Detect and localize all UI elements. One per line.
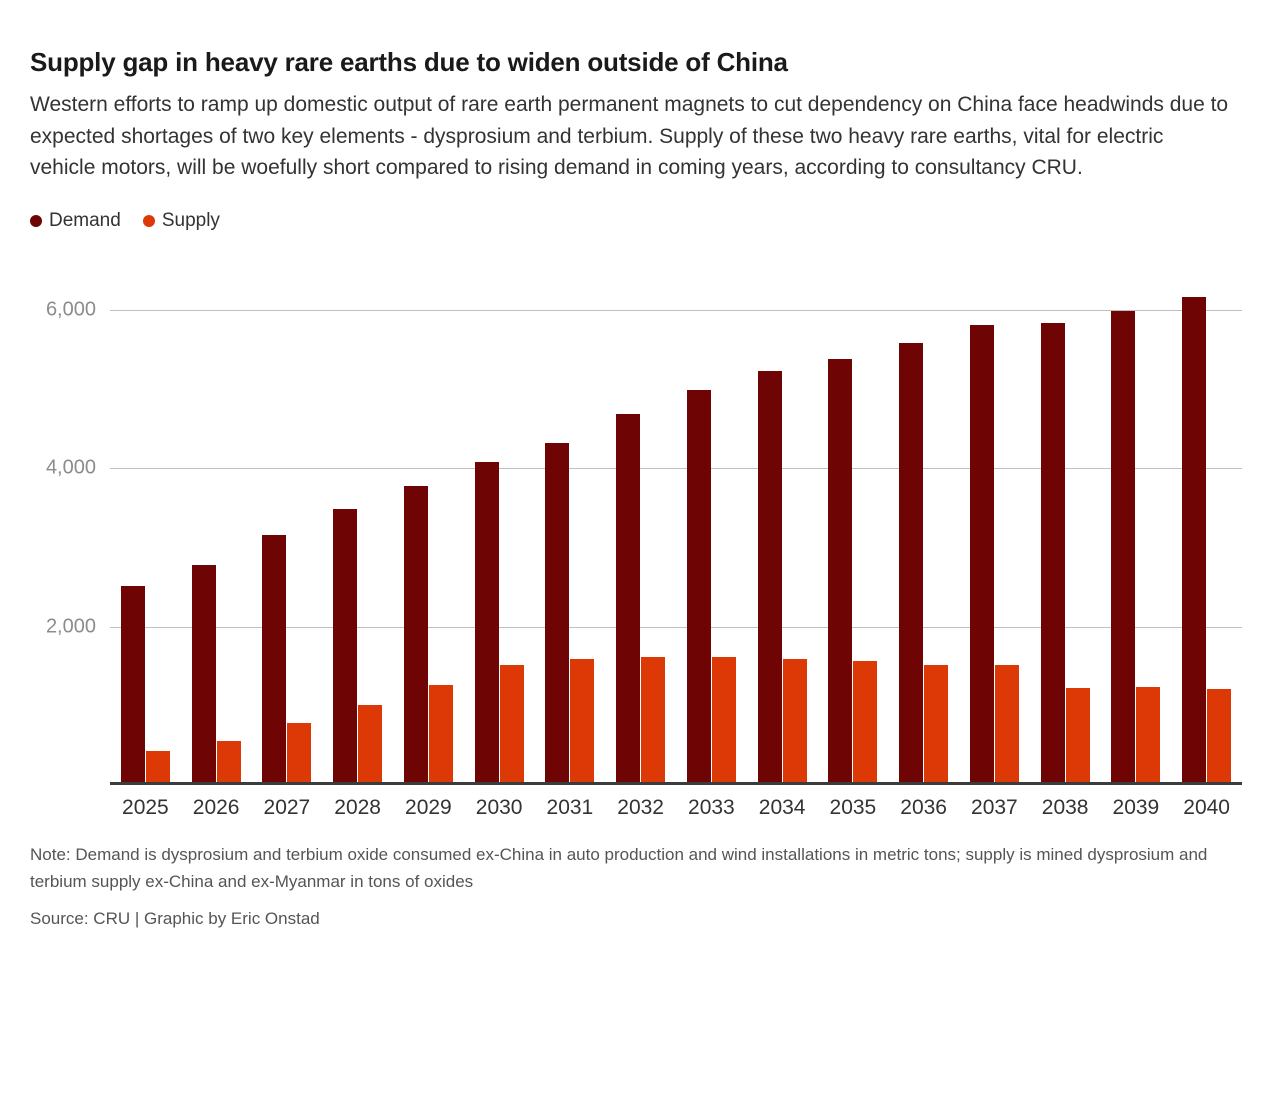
- x-axis-tick-label: 2025: [122, 796, 169, 820]
- bar-supply-2028[interactable]: [358, 704, 383, 786]
- bar-demand-2030[interactable]: [474, 462, 499, 786]
- bar-group: 2040: [1171, 270, 1242, 819]
- y-axis-tick-label: 6,000: [45, 298, 96, 321]
- plot-area: 2,000 4,000 6,000 2025 2026 2027 2028 2029 2030…: [46, 270, 1242, 819]
- x-axis-tick-label: 2026: [192, 796, 240, 820]
- bar-supply-2035[interactable]: [853, 660, 878, 786]
- x-axis-tick-label: 2036: [900, 796, 947, 820]
- bar-demand-2034[interactable]: [757, 370, 782, 786]
- bar-group: 2032: [605, 270, 676, 819]
- bar-groups: 2025 2026 2027 2028 2029 2030 2031 2032 2033 2034…: [110, 270, 1242, 819]
- gridline: [110, 468, 1242, 470]
- x-axis-tick-label: 2038: [1041, 796, 1089, 820]
- bar-supply-2025[interactable]: [145, 751, 170, 786]
- bar-group: 2033: [676, 270, 747, 819]
- bar-group: 2035: [818, 270, 889, 819]
- x-axis-tick-label: 2040: [1183, 796, 1230, 820]
- x-axis-tick-label: 2031: [546, 796, 594, 820]
- bar-supply-2036[interactable]: [924, 664, 949, 786]
- bar-supply-2040[interactable]: [1207, 689, 1232, 786]
- legend-dot-icon: [30, 215, 42, 228]
- x-axis-tick-label: 2039: [1112, 796, 1160, 820]
- bar-group: 2030: [464, 270, 535, 819]
- bar-supply-2039[interactable]: [1136, 687, 1161, 786]
- bar-group: 2029: [393, 270, 464, 819]
- bar-demand-2040[interactable]: [1182, 297, 1207, 786]
- bar-supply-2032[interactable]: [641, 656, 666, 786]
- chart-source: Source: CRU | Graphic by Eric Onstad: [30, 909, 320, 928]
- bar-supply-2026[interactable]: [216, 740, 241, 786]
- x-axis-tick-label: 2032: [617, 796, 664, 820]
- x-axis-tick-label: 2028: [334, 796, 381, 820]
- bar-demand-2026[interactable]: [191, 565, 216, 786]
- legend-dot-icon: [142, 215, 155, 228]
- legend-label-demand: Demand: [49, 210, 121, 232]
- bar-demand-2028[interactable]: [333, 509, 358, 786]
- bar-chart: 2,000 4,000 6,000 2025 2026 2027 2028 2029 2030…: [30, 270, 1242, 830]
- bar-demand-2025[interactable]: [120, 586, 145, 786]
- bar-supply-2030[interactable]: [499, 664, 524, 786]
- x-axis-line: [110, 782, 1242, 786]
- bar-supply-2029[interactable]: [428, 684, 453, 786]
- bar-group: 2027: [252, 270, 323, 819]
- bar-supply-2038[interactable]: [1065, 687, 1090, 786]
- bar-demand-2031[interactable]: [545, 443, 570, 786]
- x-axis-tick-label: 2037: [971, 796, 1018, 820]
- bar-demand-2037[interactable]: [969, 324, 994, 786]
- bar-group: 2037: [959, 270, 1030, 819]
- bar-demand-2029[interactable]: [403, 485, 428, 786]
- bar-demand-2039[interactable]: [1111, 310, 1136, 786]
- bar-demand-2038[interactable]: [1040, 322, 1065, 786]
- x-axis-tick-label: 2034: [758, 796, 806, 820]
- standfirst-text: Western efforts to ramp up domestic outp…: [30, 92, 1229, 180]
- chart-footer: Note: Demand is dysprosium and terbium o…: [30, 842, 1242, 929]
- legend-item-demand[interactable]: Demand: [30, 210, 121, 232]
- bar-demand-2027[interactable]: [262, 535, 287, 786]
- bar-demand-2033[interactable]: [686, 389, 711, 786]
- page-title: Supply gap in heavy rare earths due to w…: [30, 47, 788, 77]
- bar-demand-2036[interactable]: [899, 342, 924, 786]
- x-axis-tick-label: 2030: [475, 796, 523, 820]
- gridline: [110, 626, 1242, 628]
- chart-legend: Demand Supply: [30, 208, 1242, 234]
- bar-group: 2026: [181, 270, 252, 819]
- y-axis-tick-label: 2,000: [45, 615, 96, 638]
- bar-supply-2033[interactable]: [711, 656, 736, 786]
- bar-group: 2031: [535, 270, 606, 819]
- bar-group: 2034: [747, 270, 818, 819]
- legend-item-supply[interactable]: Supply: [142, 210, 220, 232]
- bar-demand-2035[interactable]: [828, 359, 853, 786]
- bar-group: 2039: [1101, 270, 1172, 819]
- x-axis-tick-label: 2029: [405, 796, 452, 820]
- x-axis-tick-label: 2027: [263, 796, 311, 820]
- chart-note: Note: Demand is dysprosium and terbium o…: [30, 845, 1208, 891]
- gridline: [110, 309, 1242, 311]
- legend-label-supply: Supply: [161, 210, 220, 232]
- bar-group: 2025: [110, 270, 181, 819]
- bar-group: 2038: [1030, 270, 1101, 819]
- x-axis-tick-label: 2033: [688, 796, 735, 820]
- bar-group: 2036: [888, 270, 959, 819]
- bar-supply-2037[interactable]: [994, 664, 1019, 786]
- bar-supply-2031[interactable]: [570, 658, 595, 786]
- y-axis-tick-label: 4,000: [45, 456, 96, 479]
- bar-supply-2034[interactable]: [782, 658, 807, 786]
- bar-group: 2028: [322, 270, 393, 819]
- x-axis-tick-label: 2035: [829, 796, 877, 820]
- bar-demand-2032[interactable]: [616, 413, 641, 786]
- bar-supply-2027[interactable]: [287, 723, 312, 786]
